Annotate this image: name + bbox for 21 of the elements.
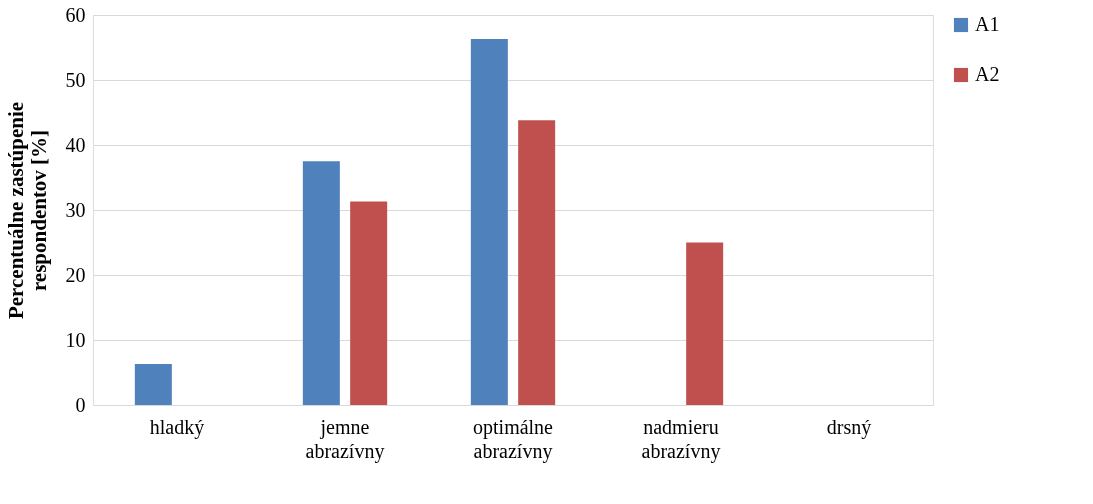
y-tick-label: 40 [65, 133, 86, 156]
x-tick-label: nadmieru abrazívny [641, 415, 721, 463]
bar [134, 364, 172, 405]
x-tick-label: jemne abrazívny [305, 415, 385, 463]
y-tick-label: 20 [65, 263, 86, 286]
legend-label: A1 [975, 13, 1000, 35]
y-tick-label: 0 [75, 393, 86, 416]
x-tick-label: optimálne abrazívny [473, 415, 554, 463]
y-axis-title: Percentuálne zastúpenie respondentov [%] [3, 101, 51, 320]
bar [470, 39, 508, 405]
legend-label: A2 [975, 63, 1000, 85]
bar [350, 201, 388, 405]
x-tick-label: drsný [826, 415, 872, 439]
y-tick-label: 30 [65, 198, 86, 221]
y-tick-label: 10 [65, 328, 86, 351]
bar [686, 242, 724, 405]
y-tick-label: 50 [65, 68, 86, 91]
bar [518, 120, 556, 405]
bar [302, 161, 340, 405]
y-tick-label: 60 [65, 3, 86, 26]
x-tick-label: hladký [149, 415, 205, 439]
